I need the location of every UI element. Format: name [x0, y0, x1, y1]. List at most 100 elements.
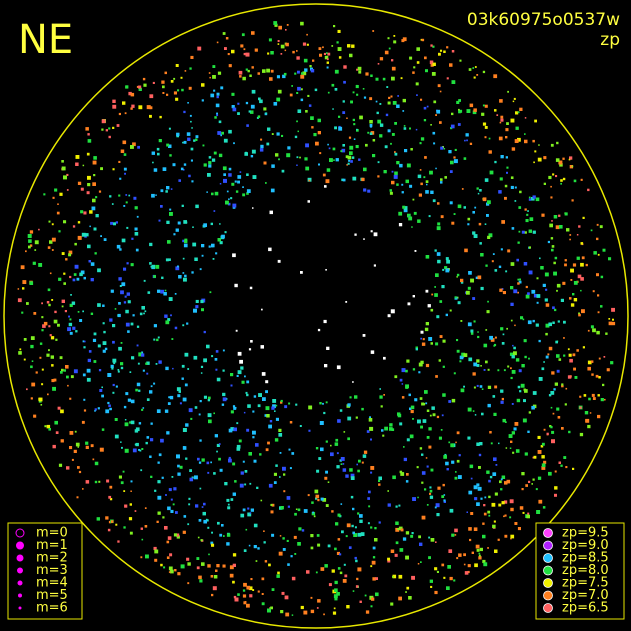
star: [61, 160, 64, 163]
star: [377, 175, 380, 178]
star: [515, 358, 520, 362]
star: [63, 272, 66, 275]
star: [489, 475, 493, 479]
star: [190, 417, 193, 420]
magnitude-label: m=6: [36, 601, 68, 616]
star: [464, 139, 466, 142]
star: [371, 597, 375, 601]
star: [405, 384, 409, 389]
star: [498, 136, 503, 141]
star: [281, 134, 284, 137]
star: [308, 405, 313, 410]
star: [184, 352, 189, 357]
star: [494, 109, 497, 112]
star: [410, 534, 414, 538]
star: [34, 240, 39, 245]
star: [397, 528, 400, 531]
star: [561, 384, 564, 388]
star: [236, 374, 239, 377]
star: [164, 289, 167, 292]
star: [259, 453, 262, 456]
star: [318, 457, 322, 460]
star: [532, 391, 537, 395]
star: [342, 468, 347, 472]
star: [352, 590, 355, 592]
star: [138, 105, 143, 110]
star: [334, 88, 338, 91]
star: [453, 372, 456, 375]
star: [446, 468, 449, 471]
star: [177, 472, 181, 476]
star: [23, 338, 27, 341]
star: [311, 126, 314, 129]
star: [178, 179, 181, 182]
star: [224, 47, 227, 50]
star: [552, 321, 555, 324]
corner-label: NE: [18, 17, 73, 63]
star: [305, 166, 310, 171]
star: [79, 272, 83, 277]
zp-label: zp=6.5: [562, 601, 609, 616]
star: [488, 479, 491, 483]
star: [99, 447, 104, 452]
star: [443, 499, 446, 502]
star: [326, 61, 329, 64]
star: [445, 461, 449, 466]
star: [137, 362, 140, 365]
star: [576, 234, 579, 236]
star: [546, 432, 549, 435]
star: [182, 141, 184, 144]
star: [243, 52, 246, 56]
star: [537, 435, 541, 439]
star: [394, 152, 398, 156]
star: [198, 519, 202, 522]
star: [443, 576, 446, 579]
star: [440, 178, 443, 181]
star: [252, 430, 256, 435]
zp-symbol: [543, 528, 553, 538]
star: [173, 91, 177, 95]
star: [179, 402, 182, 405]
star: [122, 140, 127, 145]
star: [479, 547, 483, 552]
star: [365, 143, 368, 147]
star: [280, 401, 283, 404]
star: [550, 143, 554, 147]
star: [348, 546, 352, 549]
star: [435, 541, 437, 543]
star: [436, 315, 440, 319]
star: [236, 447, 241, 451]
star: [82, 340, 85, 343]
star: [391, 170, 394, 173]
star: [207, 396, 211, 400]
star: [82, 488, 84, 490]
star: [438, 359, 441, 362]
star: [383, 170, 387, 174]
star: [176, 387, 181, 392]
magnitude-legend: m=0m=1m=2m=3m=4m=5m=6: [15, 526, 68, 616]
star: [369, 132, 373, 135]
star: [278, 428, 282, 432]
star: [167, 506, 171, 511]
star: [270, 510, 274, 514]
star: [527, 210, 529, 212]
star: [528, 198, 532, 201]
star: [276, 97, 281, 102]
star: [389, 427, 393, 431]
star: [324, 564, 328, 568]
star: [219, 183, 222, 185]
star: [68, 315, 70, 318]
star: [160, 289, 165, 294]
star: [378, 476, 382, 481]
star: [300, 21, 304, 26]
star: [513, 351, 517, 356]
star: [412, 368, 416, 371]
horizon-circle: [3, 3, 629, 629]
star: [215, 103, 220, 108]
star: [355, 145, 359, 149]
star: [183, 163, 187, 166]
star: [77, 466, 80, 469]
star: [195, 138, 198, 141]
star: [269, 607, 271, 609]
star: [83, 346, 86, 349]
